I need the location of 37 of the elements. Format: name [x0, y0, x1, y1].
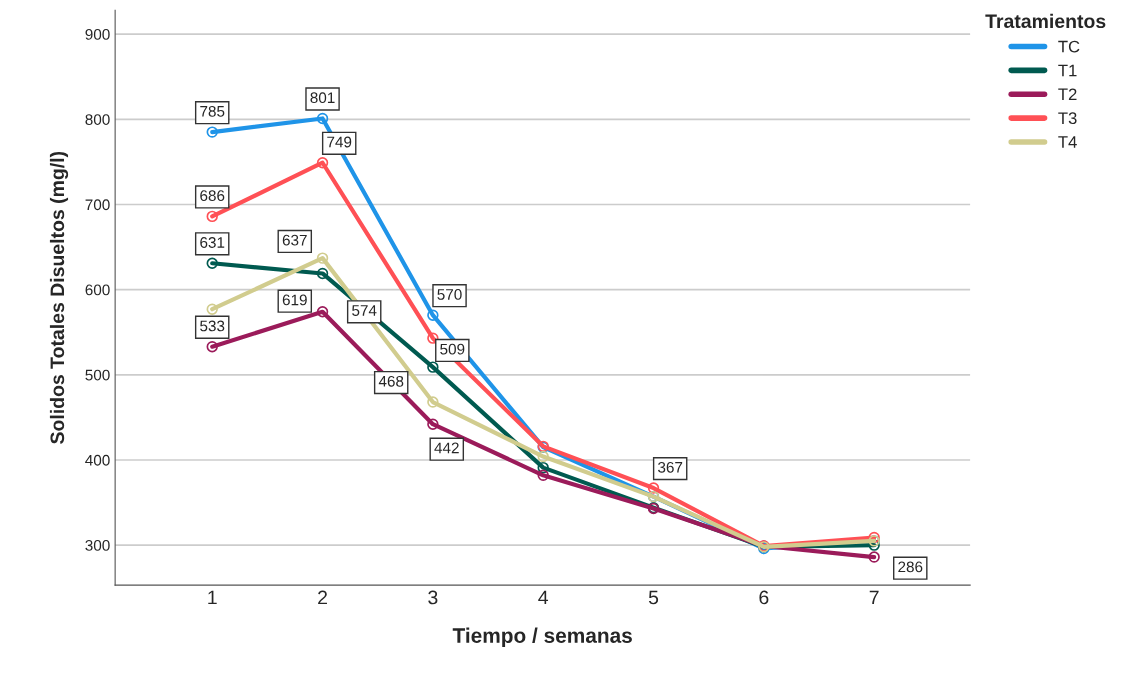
- data-label: 286: [898, 561, 923, 573]
- data-label: 574: [352, 305, 377, 316]
- x-tick-label: 5: [648, 590, 659, 605]
- x-tick-label: 4: [538, 590, 549, 605]
- data-label: 442: [434, 442, 459, 454]
- y-tick-label: 400: [85, 454, 110, 466]
- data-label: 637: [282, 234, 307, 246]
- x-axis-title: Tiempo / semanas: [452, 627, 632, 648]
- data-label: 686: [200, 190, 225, 202]
- data-label: 468: [378, 375, 404, 387]
- data-label: 570: [437, 289, 462, 300]
- x-tick-label: 1: [208, 590, 217, 605]
- y-tick-label: 300: [85, 540, 110, 551]
- legend-label: T3: [1058, 112, 1077, 125]
- x-tick-label: 2: [318, 590, 327, 605]
- y-tick-label: 700: [85, 199, 110, 211]
- x-tick-label: 6: [759, 590, 769, 605]
- data-label: 801: [310, 92, 335, 104]
- y-axis-title: Solidos Totales Disueltos (mg/l): [49, 151, 69, 444]
- x-tick-label: 3: [428, 590, 438, 605]
- data-label: 367: [658, 461, 683, 473]
- legend-label: TC: [1058, 40, 1080, 53]
- legend-title: Tratamientos: [985, 13, 1106, 29]
- data-label: 619: [282, 294, 307, 306]
- data-label: 749: [327, 136, 352, 148]
- data-label: 785: [200, 105, 225, 117]
- y-tick-label: 800: [85, 114, 110, 125]
- legend-label: T1: [1058, 64, 1077, 77]
- data-label: 533: [200, 320, 225, 332]
- legend-label: T4: [1058, 136, 1077, 148]
- data-label: 509: [440, 343, 465, 355]
- y-tick-label: 900: [85, 29, 110, 40]
- y-tick-label: 500: [85, 369, 110, 381]
- y-tick-label: 600: [85, 284, 110, 296]
- data-label: 631: [200, 237, 225, 248]
- x-tick-label: 7: [869, 590, 879, 605]
- legend-label: T2: [1058, 88, 1077, 101]
